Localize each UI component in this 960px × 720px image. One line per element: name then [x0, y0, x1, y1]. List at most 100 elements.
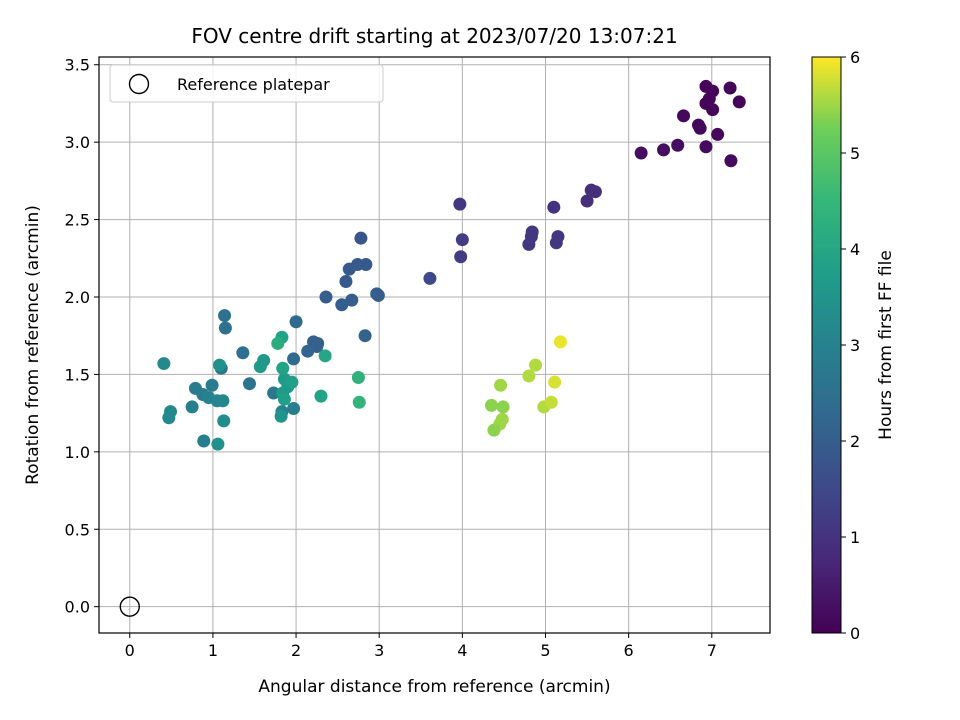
- data-point: [544, 395, 558, 409]
- data-point: [351, 371, 365, 385]
- x-axis-label: Angular distance from reference (arcmin): [258, 677, 610, 697]
- colorbar-tick-label: 6: [850, 48, 860, 67]
- data-point: [276, 361, 290, 375]
- data-point: [354, 231, 368, 245]
- data-point: [335, 298, 349, 312]
- data-point: [454, 250, 468, 264]
- data-point: [197, 434, 211, 448]
- y-tick-label: 0.5: [65, 520, 90, 539]
- data-point: [342, 262, 356, 276]
- data-point: [277, 392, 291, 406]
- data-point: [289, 315, 303, 329]
- data-point: [453, 197, 467, 211]
- x-tick-label: 3: [374, 641, 384, 660]
- data-point: [494, 378, 508, 392]
- data-point: [657, 143, 671, 157]
- x-tick-label: 4: [457, 641, 467, 660]
- x-tick-label: 0: [125, 641, 135, 660]
- data-point: [455, 233, 469, 247]
- data-point: [287, 352, 301, 366]
- x-tick-label: 1: [208, 641, 218, 660]
- data-points: [157, 79, 746, 451]
- data-point: [522, 237, 536, 251]
- colorbar-tick-label: 2: [850, 432, 860, 451]
- x-tick-label: 2: [291, 641, 301, 660]
- data-point: [217, 414, 231, 428]
- grid-lines: [99, 57, 770, 633]
- plot-frame: [98, 56, 771, 634]
- data-point: [548, 375, 562, 389]
- data-point: [496, 400, 510, 414]
- reference-marker: [119, 596, 140, 617]
- data-point: [671, 138, 685, 152]
- y-tick-label: 3.0: [65, 133, 90, 152]
- data-point: [285, 375, 299, 389]
- data-point: [634, 146, 648, 160]
- data-point: [314, 389, 328, 403]
- data-point: [253, 360, 267, 374]
- colorbar-tick-label: 1: [850, 528, 860, 547]
- data-point: [236, 346, 250, 360]
- data-point: [580, 194, 594, 208]
- legend: Reference platepar: [109, 64, 384, 103]
- data-point: [358, 329, 372, 343]
- data-point: [274, 409, 288, 423]
- colorbar-tick-label: 5: [850, 144, 860, 163]
- data-point: [529, 358, 543, 372]
- colorbar: 0 1 2 3 4 5 6 Hours from first FF file: [811, 48, 896, 643]
- data-point: [724, 154, 738, 168]
- legend-box: [109, 64, 384, 103]
- data-point: [359, 257, 373, 271]
- data-point: [213, 358, 227, 372]
- data-point: [484, 398, 498, 412]
- data-point: [242, 377, 256, 391]
- colorbar-tick-label: 0: [850, 624, 860, 643]
- data-point: [677, 109, 691, 123]
- y-axis-ticks: 0.0 0.5 1.0 1.5 2.0 2.5 3.0 3.5: [65, 56, 99, 617]
- legend-entry-label: Reference platepar: [177, 75, 330, 94]
- data-point: [547, 200, 561, 214]
- chart-title: FOV centre drift starting at 2023/07/20 …: [191, 24, 677, 48]
- x-tick-label: 6: [624, 641, 634, 660]
- data-point: [218, 321, 232, 335]
- y-tick-label: 1.0: [65, 443, 90, 462]
- data-point: [162, 411, 176, 425]
- data-point: [699, 140, 713, 154]
- data-point: [318, 349, 332, 363]
- data-point: [319, 290, 333, 304]
- data-point: [423, 271, 437, 285]
- colorbar-label: Hours from first FF file: [876, 250, 896, 440]
- data-point: [301, 344, 315, 358]
- x-axis-ticks: 0 1 2 3 4 5 6 7: [125, 633, 717, 660]
- data-point: [553, 335, 567, 349]
- y-tick-label: 2.0: [65, 288, 90, 307]
- data-point: [723, 81, 737, 95]
- x-tick-label: 5: [540, 641, 550, 660]
- data-point: [732, 95, 746, 109]
- data-point: [271, 336, 285, 350]
- x-tick-label: 7: [707, 641, 717, 660]
- data-point: [588, 185, 602, 199]
- y-tick-label: 0.0: [65, 598, 90, 617]
- reference-point: [119, 596, 140, 617]
- data-point: [706, 103, 720, 117]
- data-point: [211, 437, 225, 451]
- data-point: [549, 236, 563, 250]
- colorbar-tick-label: 3: [850, 336, 860, 355]
- y-tick-label: 1.5: [65, 365, 90, 384]
- data-point: [702, 92, 716, 106]
- y-tick-label: 3.5: [65, 56, 90, 75]
- data-point: [216, 394, 230, 408]
- colorbar-gradient: [811, 56, 842, 634]
- data-point: [345, 293, 359, 307]
- data-point: [693, 121, 707, 135]
- data-point: [205, 378, 219, 392]
- colorbar-tick-label: 4: [850, 240, 860, 259]
- data-point: [371, 288, 385, 302]
- data-point: [287, 401, 301, 415]
- data-point: [711, 127, 725, 141]
- colorbar-ticks: 0 1 2 3 4 5 6: [841, 48, 860, 643]
- data-point: [522, 369, 536, 383]
- data-point: [157, 357, 171, 371]
